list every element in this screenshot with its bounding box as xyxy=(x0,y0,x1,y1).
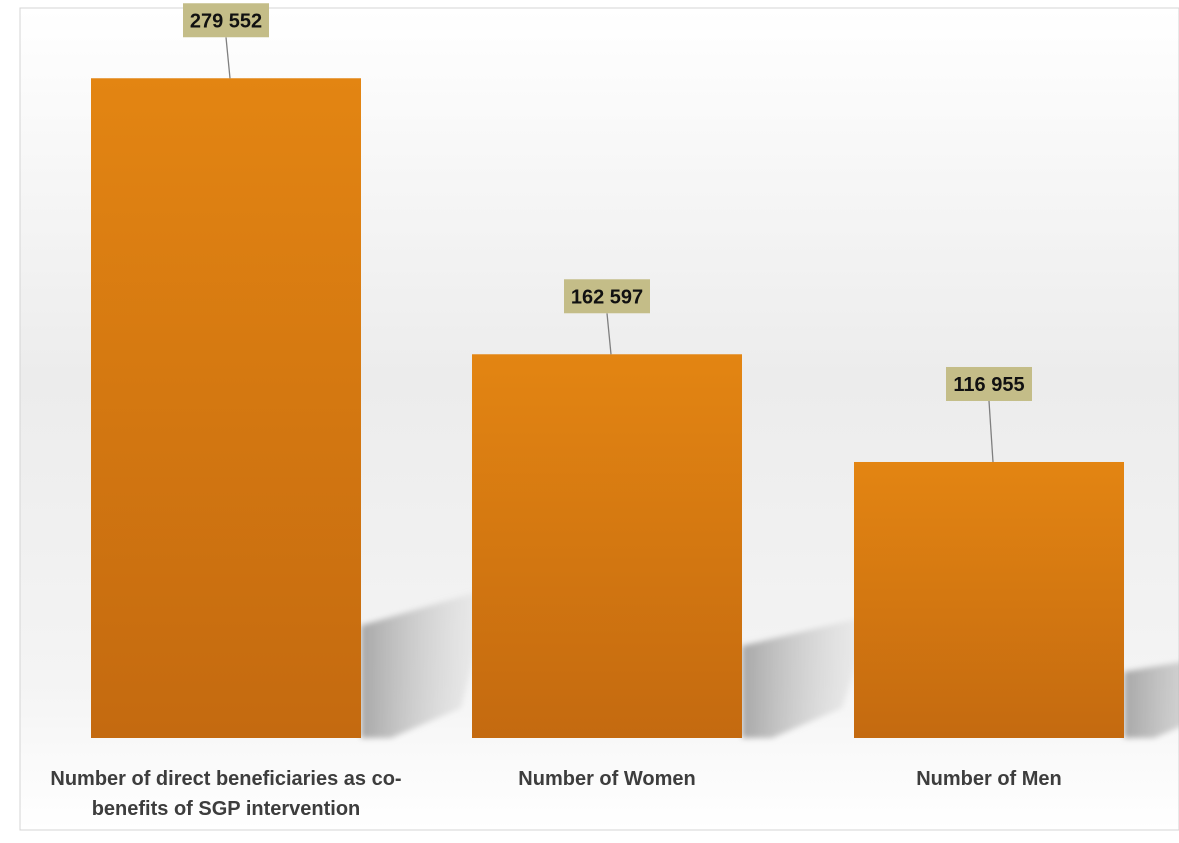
bars xyxy=(91,78,1124,739)
category-label: Number of direct beneficiaries as co- xyxy=(50,768,401,790)
data-label-box xyxy=(946,366,1032,401)
data-label: 162 597 xyxy=(571,286,643,308)
bar-shadow xyxy=(742,615,872,738)
bar xyxy=(472,354,742,738)
bar-shadow xyxy=(361,588,491,738)
category-labels: Number of direct beneficiaries as co-ben… xyxy=(50,768,1061,820)
category-label: Number of Men xyxy=(916,768,1062,790)
bar xyxy=(854,461,1124,738)
bar-shadows xyxy=(361,588,1179,738)
data-label-box xyxy=(564,279,650,314)
data-label: 116 955 xyxy=(953,374,1024,396)
data-label: 279 552 xyxy=(190,10,262,32)
data-label-leader-line xyxy=(225,37,231,79)
data-labels: 279 552 162 597 116 955 xyxy=(183,3,1032,463)
data-label-box xyxy=(183,3,269,38)
data-label-leader-line xyxy=(606,313,612,355)
category-label: Number of Women xyxy=(518,768,695,790)
category-label: benefits of SGP intervention xyxy=(92,798,361,820)
data-label-leader-line xyxy=(988,400,994,463)
bar xyxy=(91,78,361,739)
bar-shadow xyxy=(1124,662,1179,738)
